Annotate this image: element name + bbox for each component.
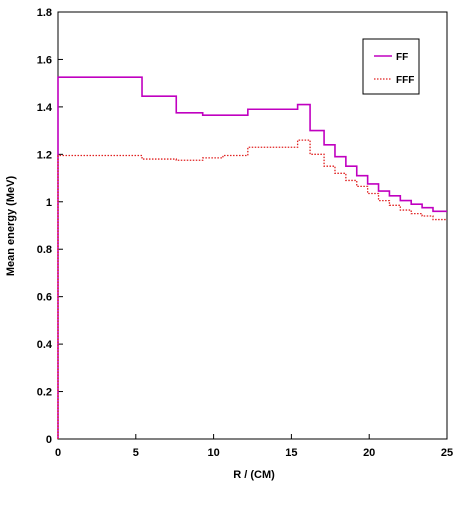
y-tick-label: 1.2	[37, 149, 52, 161]
y-tick-label: 1.4	[37, 102, 53, 114]
legend-label-ff: FF	[396, 52, 408, 63]
y-tick-label: 0.4	[37, 339, 53, 351]
legend: FF FFF	[362, 38, 420, 95]
y-tick-label: 0	[46, 434, 52, 446]
y-tick-label: 0.2	[37, 387, 52, 399]
x-tick-label: 15	[285, 447, 297, 459]
y-tick-label: 0.8	[37, 244, 52, 256]
x-tick-label: 0	[55, 447, 61, 459]
series-layer	[57, 76, 447, 439]
x-tick-label: 20	[363, 447, 375, 459]
series-line-fff	[57, 139, 447, 439]
x-axis-label: R / (CM)	[233, 469, 275, 481]
y-tick-label: 1.8	[37, 7, 52, 19]
y-axis-label: Mean energy (MeV)	[5, 176, 17, 277]
series-line-ff	[57, 76, 447, 439]
y-axis-ticks: 0 0.2 0.4 0.6 0.8 1 1.2 1.4 1.6 1.8	[37, 7, 63, 446]
y-tick-label: 0.6	[37, 292, 52, 304]
x-axis-ticks: 0 5 10 15 20 25	[55, 434, 453, 459]
y-tick-label: 1.6	[37, 54, 52, 66]
legend-box	[362, 38, 420, 95]
x-tick-label: 5	[133, 447, 139, 459]
legend-label-fff: FFF	[396, 75, 414, 86]
x-tick-label: 25	[441, 447, 453, 459]
x-tick-label: 10	[207, 447, 219, 459]
y-tick-label: 1	[46, 197, 52, 209]
